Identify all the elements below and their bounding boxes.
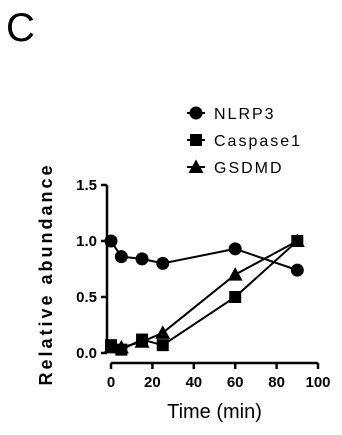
y-tick-label: 1.0 bbox=[76, 233, 97, 250]
x-tick-label: 0 bbox=[107, 374, 115, 391]
data-point-gsdmd bbox=[227, 267, 243, 281]
data-point-nlrp3 bbox=[156, 256, 170, 270]
data-point-gsdmd bbox=[113, 339, 129, 354]
data-point-caspase1 bbox=[229, 291, 242, 303]
data-point-nlrp3 bbox=[104, 234, 118, 248]
legend-label-gsdmd: GSDMD bbox=[214, 160, 284, 177]
legend-item-nlrp3: NLRP3 bbox=[187, 106, 276, 123]
data-point-gsdmd bbox=[155, 325, 171, 339]
x-tick-label: 20 bbox=[144, 374, 161, 391]
y-tick-label: 0.0 bbox=[76, 345, 97, 362]
y-tick-label: 0.5 bbox=[76, 289, 97, 306]
y-tick-label: 1.5 bbox=[76, 177, 97, 194]
y-axis-title: Relative abundance bbox=[36, 162, 56, 385]
data-point-gsdmd bbox=[289, 233, 305, 247]
x-tick-label: 100 bbox=[305, 374, 330, 391]
legend-marker-gsdmd bbox=[188, 159, 204, 173]
data-point-gsdmd bbox=[103, 339, 119, 354]
legend-item-gsdmd: GSDMD bbox=[187, 159, 284, 177]
series-nlrp3 bbox=[104, 234, 304, 277]
chart-series bbox=[103, 233, 305, 356]
series-gsdmd bbox=[103, 233, 305, 354]
data-point-nlrp3 bbox=[114, 250, 128, 264]
x-tick-label: 60 bbox=[227, 374, 244, 391]
panel-label: C bbox=[6, 6, 35, 50]
legend-marker-caspase1 bbox=[190, 134, 202, 146]
data-point-nlrp3 bbox=[135, 252, 149, 266]
data-point-nlrp3 bbox=[290, 263, 304, 277]
legend-item-caspase1: Caspase1 bbox=[187, 133, 302, 150]
data-point-caspase1 bbox=[156, 339, 169, 352]
legend-label-caspase1: Caspase1 bbox=[214, 133, 302, 150]
x-tick-label: 40 bbox=[185, 374, 202, 391]
x-tick-label: 80 bbox=[268, 374, 285, 391]
data-point-gsdmd bbox=[134, 334, 150, 348]
x-axis-title: Time (min) bbox=[167, 401, 262, 423]
legend-label-nlrp3: NLRP3 bbox=[214, 106, 276, 123]
data-point-nlrp3 bbox=[228, 242, 242, 256]
legend-marker-nlrp3 bbox=[189, 106, 203, 120]
chart-legend: NLRP3 Caspase1 GSDMD bbox=[187, 106, 302, 177]
chart-axes: 0.0 0.5 1.0 1.5 0 20 40 60 80 100 bbox=[76, 177, 330, 391]
